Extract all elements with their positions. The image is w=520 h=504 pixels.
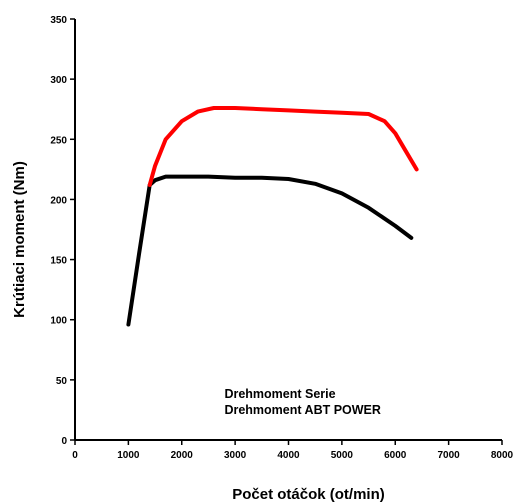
x-tick-label: 2000 <box>171 450 194 461</box>
y-tick-label: 150 <box>50 256 67 267</box>
x-tick-label: 3000 <box>224 450 247 461</box>
x-tick-label: 8000 <box>491 450 514 461</box>
y-tick-label: 350 <box>50 15 67 26</box>
y-tick-label: 300 <box>50 75 67 86</box>
x-tick-label: 0 <box>72 450 78 461</box>
x-tick-label: 5000 <box>331 450 354 461</box>
x-axis-title: Počet otáčok (ot/min) <box>232 486 385 503</box>
series-layer <box>126 106 419 327</box>
series-line-0 <box>126 174 414 327</box>
axes <box>74 19 502 441</box>
x-ticks: 0 1000 2000 3000 4000 5000 6000 7000 8000 <box>72 440 514 461</box>
legend-entry-abt-power: Drehmoment ABT POWER <box>224 403 381 417</box>
legend-entry-serie: Drehmoment Serie <box>224 387 335 401</box>
y-tick-label: 100 <box>50 316 67 327</box>
x-tick-label: 1000 <box>117 450 140 461</box>
y-tick-label: 200 <box>50 195 67 206</box>
y-tick-label: 50 <box>56 376 68 387</box>
y-tick-label: 250 <box>50 135 67 146</box>
y-axis-title: Krútiaci moment (Nm) <box>11 161 28 318</box>
x-tick-label: 4000 <box>277 450 300 461</box>
y-ticks: 0 50 100 150 200 250 300 350 <box>50 15 75 447</box>
y-tick-label: 0 <box>61 436 67 447</box>
x-tick-label: 7000 <box>438 450 461 461</box>
series-line-1 <box>147 106 419 187</box>
x-tick-label: 6000 <box>384 450 407 461</box>
